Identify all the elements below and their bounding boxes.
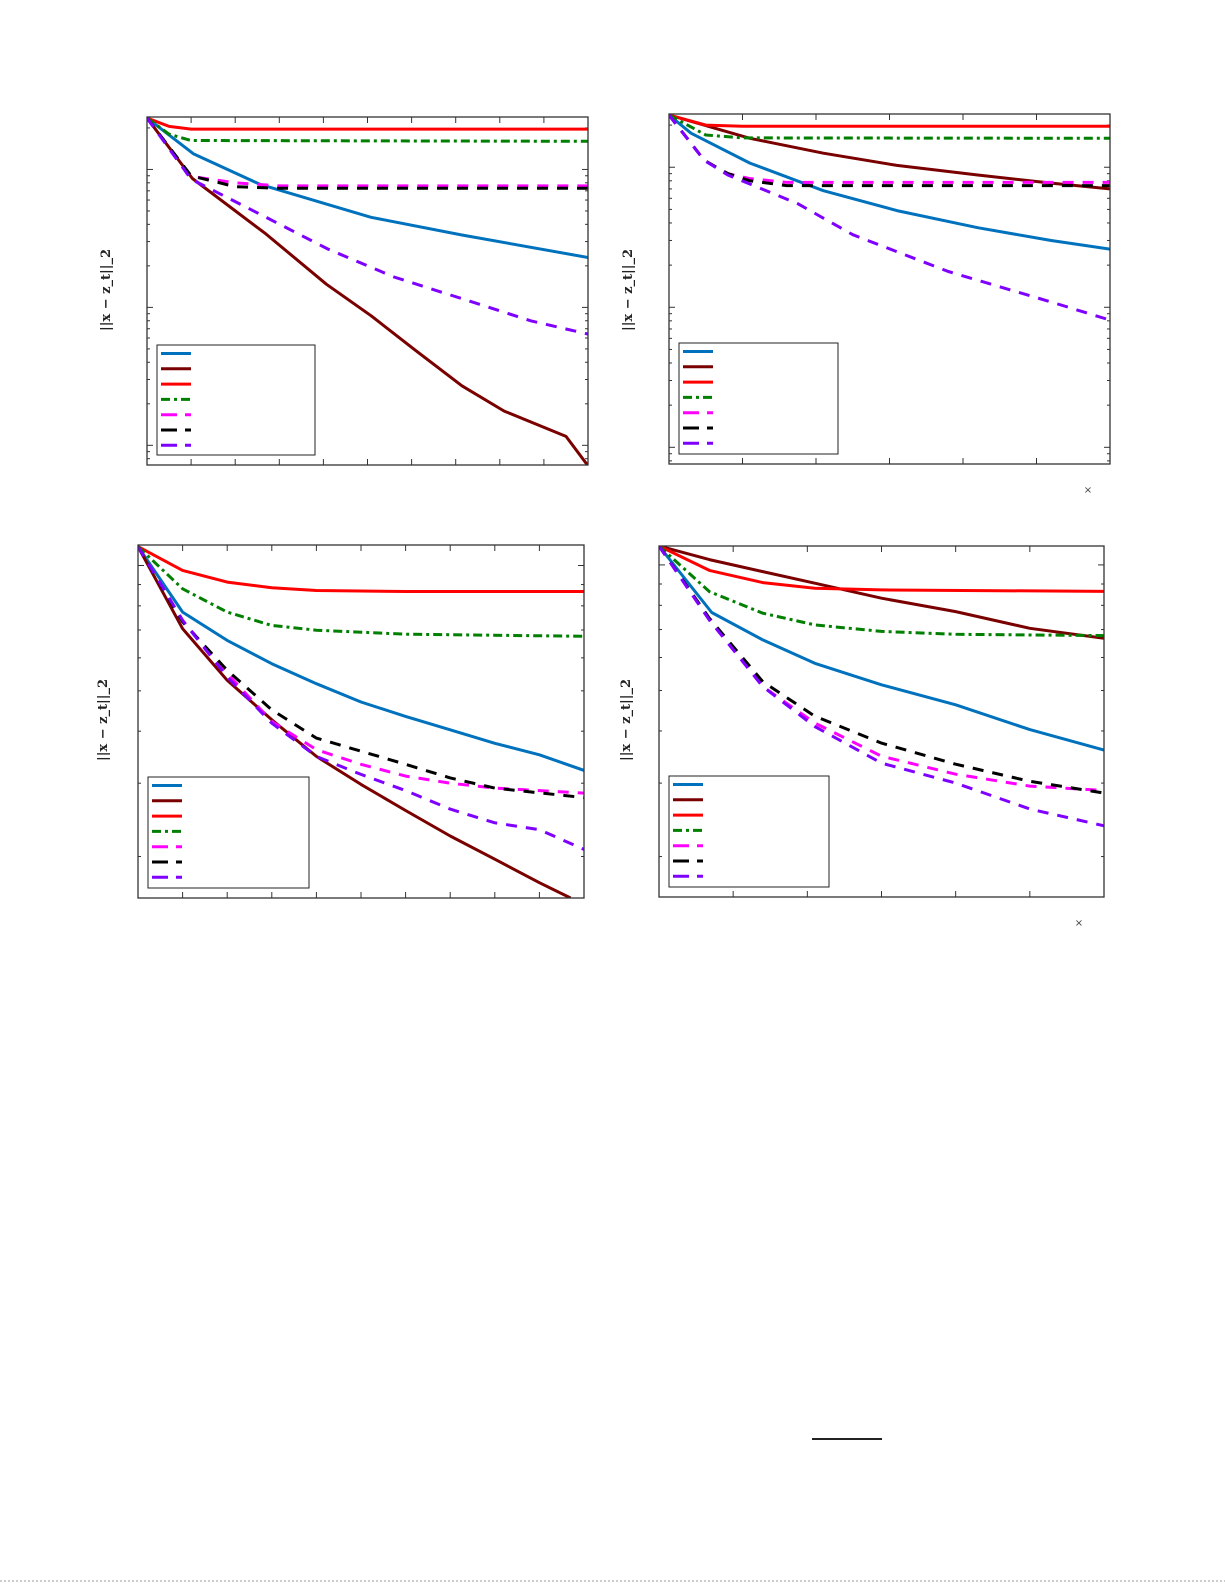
y-axis-label: ||x − z_t||_2 <box>619 679 634 761</box>
series-line-magenta <box>659 546 1104 792</box>
x-axis-multiplier-mark: × <box>1075 918 1083 929</box>
series-line-blue <box>147 117 588 259</box>
chart-1: ||x − z_t||_2 <box>99 116 589 466</box>
series-line-red <box>669 114 1110 128</box>
x-axis-multiplier-mark: × <box>1084 485 1092 496</box>
series-line-blue <box>138 545 584 772</box>
series-line-blue <box>669 114 1110 251</box>
legend <box>678 342 839 455</box>
series-line-blue <box>659 546 1104 752</box>
series-line-purple <box>669 114 1110 322</box>
series-line-green <box>138 545 584 638</box>
series-line-dark_red <box>147 117 588 465</box>
series-line-green <box>669 114 1110 140</box>
plot-frame <box>137 544 585 899</box>
series-line-magenta <box>138 545 584 795</box>
plot-frame <box>146 116 589 466</box>
chart-2: ||x − z_t||_2 × <box>621 113 1111 496</box>
series-line-purple <box>147 117 588 336</box>
chart-3: ||x − z_t||_2 <box>96 544 585 899</box>
series-line-green <box>147 117 588 143</box>
legend <box>156 344 316 456</box>
series-line-red <box>138 545 584 593</box>
y-axis-label: ||x − z_t||_2 <box>96 679 111 761</box>
legend <box>147 776 310 889</box>
y-axis-label: ||x − z_t||_2 <box>621 249 636 331</box>
chart-4: ||x − z_t||_2 × <box>619 545 1105 929</box>
series-line-red <box>147 117 588 131</box>
y-axis-label: ||x − z_t||_2 <box>99 249 114 331</box>
series-line-red <box>659 546 1104 593</box>
series-line-dark_red <box>659 546 1104 640</box>
series-line-purple <box>659 546 1104 828</box>
series-line-black <box>659 546 1104 795</box>
legend <box>668 775 830 888</box>
series-line-black <box>138 545 584 800</box>
series-line-green <box>659 546 1104 638</box>
series-line-dark_red <box>138 545 572 898</box>
series-line-purple <box>138 545 584 851</box>
plot-frame <box>668 113 1111 465</box>
plot-frame <box>658 545 1105 898</box>
